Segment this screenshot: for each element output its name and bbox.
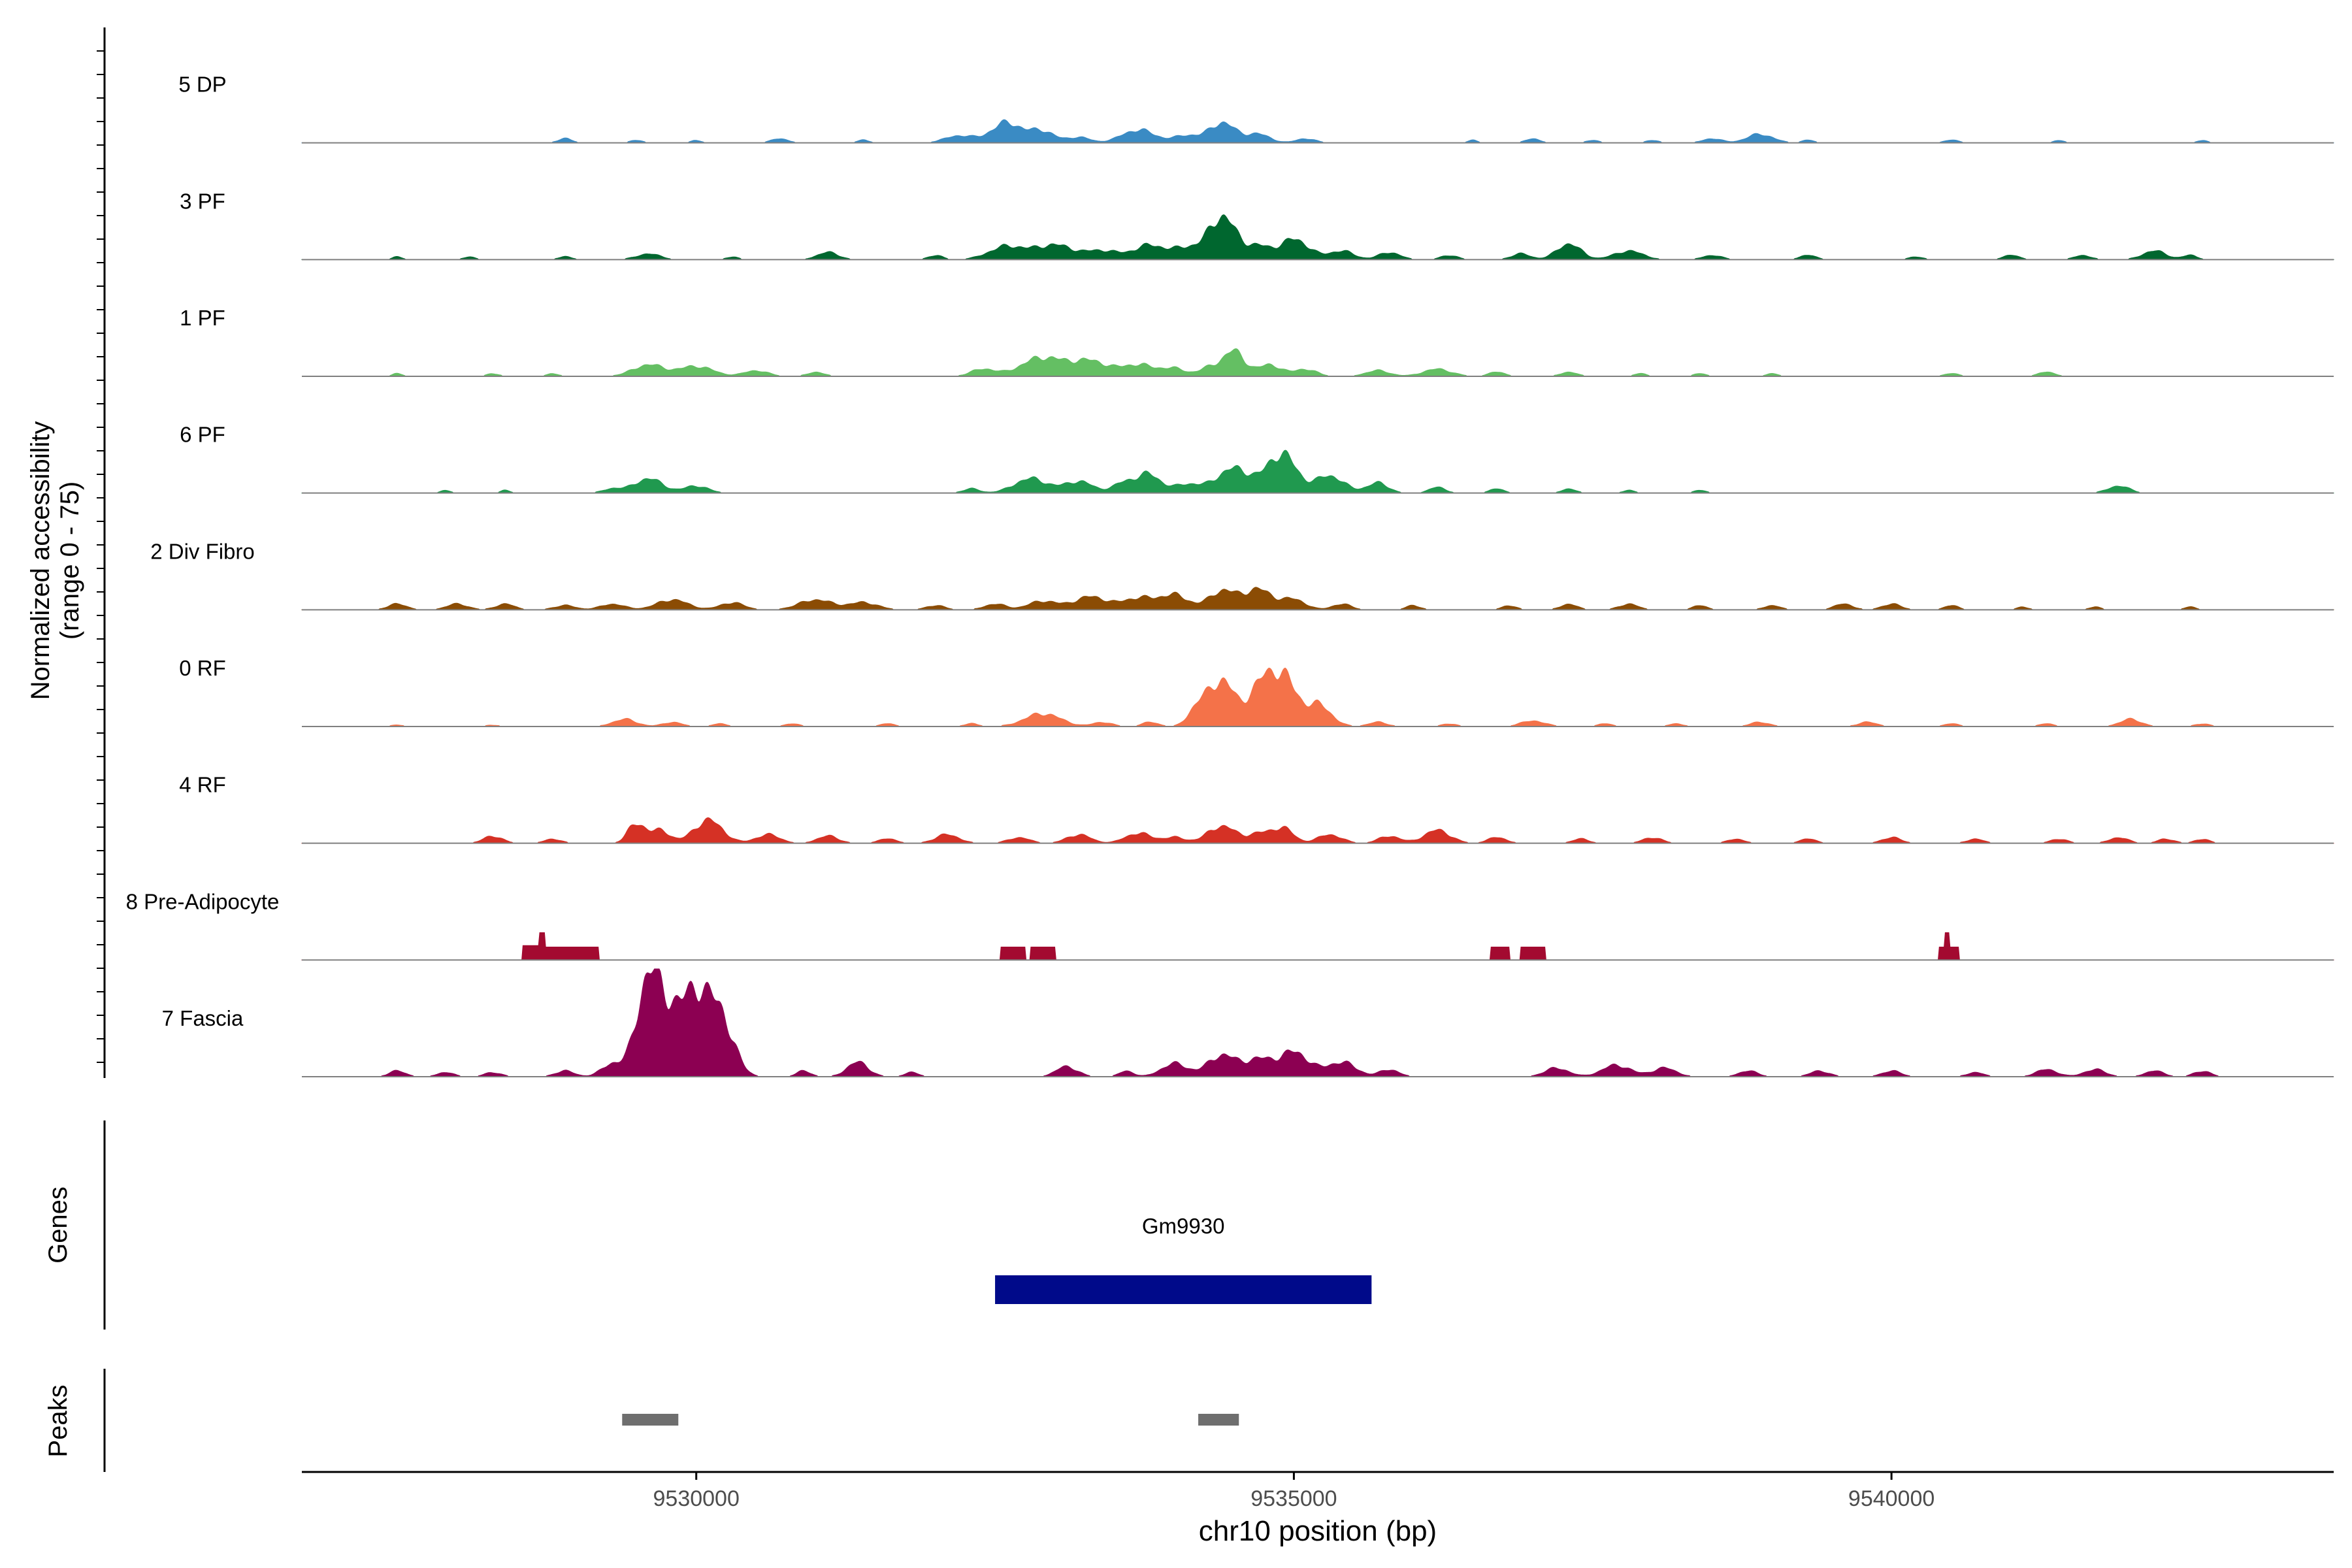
- peak-region: [622, 1414, 679, 1426]
- track-7-fascia: 7 Fascia: [162, 968, 2334, 1077]
- track-label: 5 DP: [178, 73, 226, 97]
- track-1-pf: 1 PF: [180, 306, 2334, 377]
- track-5-dp: 5 DP: [178, 73, 2334, 144]
- peak-region: [1198, 1414, 1239, 1426]
- gene-body: [995, 1275, 1372, 1304]
- x-tick-label: 9535000: [1250, 1486, 1337, 1511]
- track-4-rf: 4 RF: [179, 773, 2334, 844]
- x-tick-label: 9530000: [653, 1486, 740, 1511]
- track-0-rf: 0 RF: [179, 656, 2334, 727]
- track-label: 2 Div Fibro: [150, 539, 255, 563]
- track-label: 4 RF: [179, 773, 226, 797]
- track-label: 8 Pre-Adipocyte: [126, 889, 280, 913]
- x-axis-ticks: 9530000 9535000 9540000: [653, 1472, 1935, 1511]
- x-tick-label: 9540000: [1848, 1486, 1935, 1511]
- genes-track-label: Genes: [44, 1186, 73, 1264]
- track-label: 3 PF: [180, 189, 225, 213]
- x-axis-title: chr10 position (bp): [1199, 1515, 1437, 1547]
- track-8-pre-adipocyte: 8 Pre-Adipocyte: [126, 889, 2334, 961]
- peaks-track-label: Peaks: [44, 1384, 73, 1457]
- track-label: 7 Fascia: [162, 1006, 244, 1030]
- track-3-pf: 3 PF: [180, 189, 2334, 261]
- genes-track: Gm9930: [995, 1214, 1372, 1304]
- y-axis-title-line2: (range 0 - 75): [56, 482, 84, 640]
- track-label: 0 RF: [179, 656, 226, 680]
- track-2-div-fibro: 2 Div Fibro: [150, 539, 2334, 611]
- peaks-track: [622, 1414, 1239, 1426]
- gene-name: Gm9930: [1142, 1214, 1225, 1238]
- track-label: 1 PF: [180, 306, 225, 330]
- track-label: 6 PF: [180, 423, 225, 447]
- y-axis-title-line1: Normalized accessibility: [26, 421, 55, 700]
- left-axes: [97, 27, 106, 1472]
- coverage-tracks: 5 DP 3 PF 1 PF 6 PF 2 Div Fibro 0 RF 4 RF 8 Pre…: [126, 73, 2334, 1077]
- track-6-pf: 6 PF: [180, 423, 2334, 494]
